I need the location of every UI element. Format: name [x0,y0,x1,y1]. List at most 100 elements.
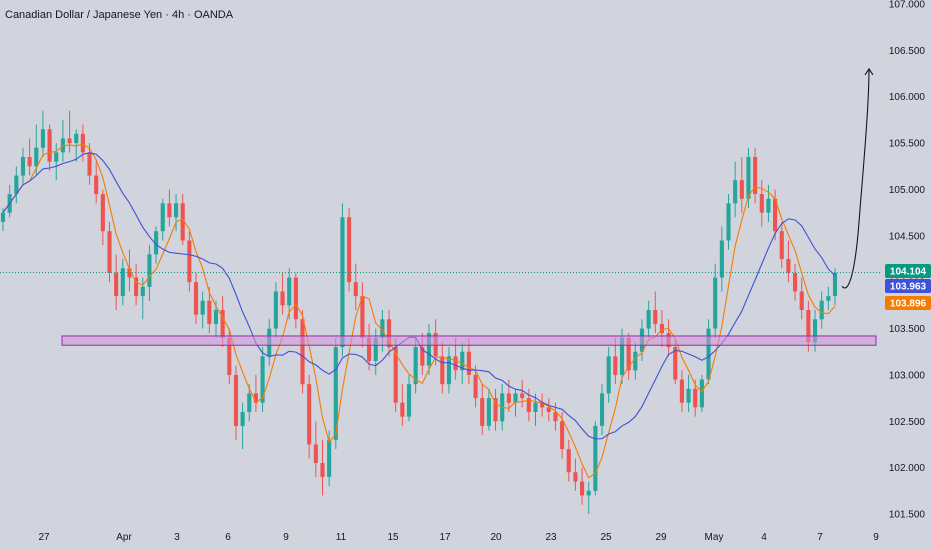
candle-body [453,356,458,371]
candle-body [619,337,625,375]
candle-body [560,421,565,450]
candle-body [167,203,172,218]
candle-body [187,240,192,283]
candle-body [426,333,432,366]
candle-body [160,203,165,232]
x-tick-label: Apr [116,532,132,543]
candle-body [240,412,245,426]
candle-body [400,402,405,417]
candle-body [753,157,758,195]
y-tick-label: 103.000 [889,370,926,381]
candle-body [633,351,638,371]
candle-body [606,356,611,394]
candle-body [773,198,778,232]
candle-body [34,147,39,167]
candle-body [347,217,352,283]
candle-body [553,412,558,422]
candle-body [819,300,824,320]
candle-body [779,231,784,259]
candle-body [134,277,139,297]
candle-body [273,291,278,329]
candle-body [367,337,372,361]
x-tick-label: 9 [873,532,879,543]
y-tick-label: 106.000 [889,92,926,103]
candle-body [180,203,185,241]
x-tick-label: 4 [761,532,767,543]
candle-body [154,231,159,255]
candle-body [260,356,265,403]
candle-body [220,310,225,338]
candle-body [473,374,478,399]
candle-body [653,310,658,324]
price-tags: 104.104 103.963 103.896 [885,264,931,310]
candle-body [786,259,791,273]
candle-body [233,374,239,426]
candle-body [659,323,665,334]
candle-body [27,157,32,167]
x-tick-label: 11 [336,532,347,543]
y-tick-label: 103.500 [889,324,926,335]
candle-body [719,240,724,278]
price-tag-label: 103.896 [890,299,927,310]
candle-body [193,282,199,315]
price-tag-label: 103.963 [890,282,927,293]
candle-body [746,157,751,199]
candle-body [14,175,19,195]
x-tick-label: 15 [387,532,399,543]
candle-body [699,379,704,408]
candle-body [533,402,538,412]
candle-body [0,212,6,222]
candle-body [486,398,491,426]
price-tag [885,296,931,310]
candle-body [94,175,99,195]
candle-body [580,481,585,496]
candle-body [413,347,418,385]
candle-body [120,268,125,297]
candle-body [832,272,838,297]
x-tick-label: 9 [283,532,289,543]
candle-body [673,347,678,380]
x-tick-label: 29 [655,532,667,543]
projection-arrow [841,68,870,289]
candle-body [540,402,545,408]
x-tick-label: 27 [38,532,50,543]
candle-body [80,133,85,153]
y-tick-label: 107.000 [889,0,926,11]
candle-body [147,254,152,287]
candle-body [693,388,698,408]
candle-body [593,425,598,491]
x-tick-label: 3 [174,532,180,543]
candle-body [87,152,92,176]
candle-body [47,129,52,162]
x-tick-label: 7 [817,532,823,543]
candle-body [679,379,684,403]
support-zone [61,335,877,346]
x-tick-label: 17 [439,532,451,543]
candle-body [713,277,718,329]
candle-body [173,203,179,218]
candle-body [320,463,325,477]
y-tick-label: 104.500 [889,231,926,242]
candle-body [253,393,258,403]
candle-body [293,277,298,320]
candle-body [313,444,318,463]
candle-body [114,272,119,297]
candle-body [280,291,285,306]
y-tick-label: 102.000 [889,463,926,474]
candle-body [40,129,45,148]
candle-body [393,347,398,403]
x-tick-label: 23 [545,532,557,543]
candle-body [513,393,518,403]
candle-body [327,439,332,477]
candle-body [613,356,618,375]
candle-body [626,337,631,371]
candle-body [566,449,571,473]
ma-fast-line [2,143,836,479]
candle-body [333,347,338,440]
y-tick-label: 101.500 [889,510,926,521]
candle-body [406,384,412,417]
candle-body [373,337,378,361]
candle-body [446,356,452,385]
